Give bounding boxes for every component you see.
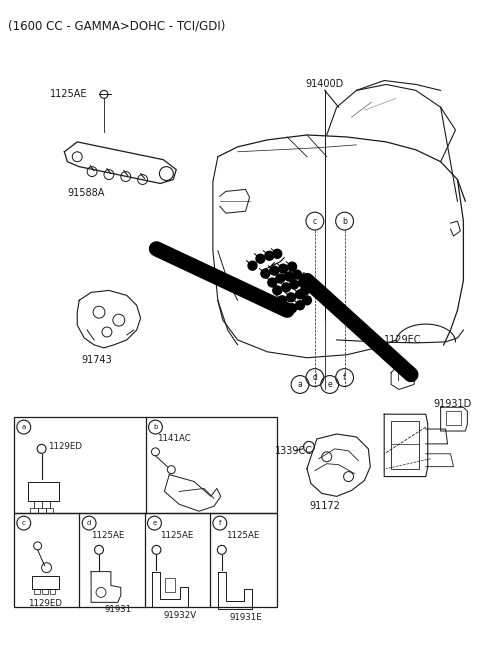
Text: f: f [218,520,221,526]
Bar [37,508,46,513]
Circle shape [282,283,290,292]
Bar [445,411,461,425]
Circle shape [270,266,279,275]
Bar [166,578,175,593]
Text: 1129ED: 1129ED [28,598,62,608]
Circle shape [293,270,301,279]
Circle shape [285,272,294,281]
Circle shape [296,290,304,299]
Circle shape [268,278,277,287]
Circle shape [287,293,296,302]
Circle shape [248,261,257,270]
Text: 1339CC: 1339CC [275,446,313,456]
Text: b: b [153,424,157,430]
Text: b: b [342,217,347,225]
Bar [14,417,277,513]
Text: e: e [327,380,332,389]
Text: 91931D: 91931D [434,399,472,409]
Text: 91932V: 91932V [163,610,196,620]
Text: (1600 CC - GAMMA>DOHC - TCI/GDI): (1600 CC - GAMMA>DOHC - TCI/GDI) [8,19,225,32]
Text: c: c [313,217,317,225]
Circle shape [288,304,297,313]
Circle shape [288,262,297,271]
Bar [42,589,48,595]
Circle shape [256,254,265,263]
Text: 91400D: 91400D [306,79,344,90]
Circle shape [276,274,285,283]
Text: 1125AE: 1125AE [160,531,194,541]
Circle shape [300,286,310,295]
Bar [34,589,40,595]
Text: 1125AE: 1125AE [91,531,124,541]
Text: d: d [312,373,317,382]
Circle shape [273,286,282,295]
Circle shape [279,264,288,273]
Bar [32,576,60,589]
Text: 1141AC: 1141AC [157,434,191,444]
Text: 91931: 91931 [105,604,132,614]
Text: a: a [298,380,302,389]
Bar [30,508,37,513]
Text: 91588A: 91588A [67,188,105,198]
Bar [14,513,277,607]
Bar [28,481,60,501]
Circle shape [265,251,274,260]
Circle shape [261,269,270,278]
Circle shape [296,301,304,310]
Text: 91931E: 91931E [230,612,263,622]
Text: d: d [87,520,91,526]
Text: 1125AE: 1125AE [49,89,87,99]
Text: 1129ED: 1129ED [48,442,82,452]
Text: 91743: 91743 [81,354,112,364]
Circle shape [273,249,282,258]
Circle shape [289,280,299,289]
Text: c: c [22,520,26,526]
Bar [46,508,53,513]
Text: 1125AE: 1125AE [226,531,259,541]
Text: 1129EC: 1129EC [384,335,422,345]
Text: e: e [152,520,156,526]
Text: a: a [22,424,26,430]
Bar [391,421,419,469]
Text: 91172: 91172 [309,501,340,511]
Circle shape [278,296,287,305]
Circle shape [302,296,312,305]
Bar [49,589,56,595]
Circle shape [299,278,308,287]
Text: f: f [343,373,346,382]
